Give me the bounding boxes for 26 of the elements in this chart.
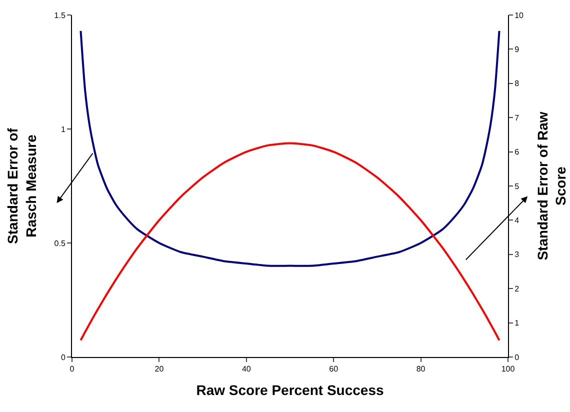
x-tick-label: 80	[416, 364, 426, 374]
y2-tick-label: 0	[514, 352, 520, 362]
y-tick-label: 1	[60, 124, 66, 134]
y2-tick-label: 3	[514, 250, 520, 260]
x-tick-label: 60	[329, 364, 339, 374]
x-axis-title: Raw Score Percent Success	[196, 382, 384, 398]
y-tick-label: 0	[60, 352, 66, 362]
x-tick-label: 40	[242, 364, 252, 374]
y-tick-label: 1.5	[54, 10, 66, 20]
x-tick-label: 20	[154, 364, 164, 374]
y2-axis-title: Standard Error of Raw Score	[534, 112, 569, 260]
y2-tick-label: 4	[514, 216, 520, 225]
y2-tick-label: 2	[514, 284, 520, 294]
y2-tick-label: 10	[514, 10, 524, 20]
y-tick-label: 0.5	[54, 238, 66, 248]
y2-tick-label: 5	[514, 182, 520, 191]
y-axis-title: Standard Error of Rasch Measure	[4, 128, 39, 244]
y2-tick-label: 8	[514, 79, 520, 88]
y2-tick-label: 9	[514, 45, 520, 54]
x-tick-label: 0	[70, 364, 75, 374]
y2-tick-label: 7	[514, 113, 520, 122]
y2-tick-label: 6	[514, 148, 520, 157]
line-series	[80, 142, 500, 342]
y2-tick-label: 1	[514, 318, 520, 328]
line-series	[80, 30, 500, 267]
x-tick-label: 100	[501, 364, 516, 374]
